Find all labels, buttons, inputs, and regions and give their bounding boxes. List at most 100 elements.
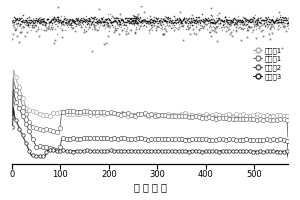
Point — [278, 16, 283, 19]
Point — [104, 22, 109, 26]
Point — [199, 19, 204, 22]
Point — [213, 27, 218, 30]
Point — [28, 21, 33, 24]
Point — [145, 19, 149, 23]
Point — [136, 21, 140, 24]
Point — [214, 16, 219, 19]
Point — [20, 16, 25, 20]
Point — [56, 19, 60, 22]
Point — [123, 20, 128, 23]
Point — [264, 20, 268, 23]
Point — [151, 18, 156, 22]
Point — [223, 29, 228, 33]
Point — [61, 14, 66, 18]
Point — [167, 16, 172, 19]
Point — [210, 14, 215, 17]
Point — [44, 20, 48, 23]
Point — [42, 29, 47, 32]
Point — [70, 19, 75, 22]
Point — [279, 21, 284, 24]
Point — [43, 23, 47, 26]
Point — [214, 26, 218, 29]
Point — [283, 22, 287, 25]
Point — [82, 19, 87, 22]
Point — [38, 20, 43, 23]
Point — [32, 25, 37, 28]
Point — [57, 20, 62, 24]
Point — [244, 27, 249, 30]
Point — [233, 29, 238, 32]
Point — [200, 19, 205, 23]
Point — [49, 27, 54, 31]
Point — [156, 20, 161, 23]
Point — [218, 17, 223, 20]
Point — [170, 18, 175, 21]
Point — [211, 21, 215, 24]
Point — [17, 24, 22, 27]
Point — [116, 23, 120, 26]
Point — [279, 18, 283, 22]
Point — [25, 20, 30, 24]
Point — [241, 15, 246, 18]
Point — [196, 20, 201, 23]
Point — [150, 26, 155, 29]
Point — [206, 17, 211, 20]
Point — [137, 27, 142, 30]
Point — [37, 19, 41, 22]
Point — [182, 17, 186, 20]
Point — [276, 21, 281, 24]
Point — [276, 17, 281, 20]
Point — [222, 16, 227, 19]
Point — [41, 18, 46, 21]
Point — [251, 21, 256, 24]
Point — [231, 17, 236, 20]
Point — [196, 22, 201, 26]
Point — [45, 26, 50, 29]
Point — [217, 18, 222, 21]
Point — [89, 50, 94, 53]
Point — [23, 21, 28, 25]
Point — [145, 22, 150, 25]
Point — [92, 24, 97, 27]
Point — [161, 16, 166, 19]
Point — [164, 20, 168, 23]
Point — [201, 20, 206, 23]
Point — [30, 18, 35, 21]
Point — [133, 31, 137, 34]
Point — [33, 24, 38, 27]
Point — [196, 21, 200, 24]
Point — [214, 20, 218, 23]
Point — [188, 18, 193, 21]
Point — [225, 21, 230, 24]
Point — [30, 22, 35, 25]
Point — [55, 16, 60, 19]
Point — [19, 26, 24, 29]
Point — [167, 18, 172, 22]
Point — [106, 24, 110, 27]
Point — [267, 18, 272, 21]
Point — [259, 18, 263, 21]
Point — [158, 22, 163, 25]
Point — [186, 21, 191, 24]
Point — [247, 20, 252, 23]
Point — [221, 20, 226, 23]
Point — [50, 17, 55, 20]
Point — [172, 16, 177, 19]
Point — [50, 23, 55, 27]
Point — [94, 16, 99, 19]
Point — [74, 18, 78, 21]
Point — [25, 24, 30, 27]
Point — [203, 19, 208, 22]
Point — [270, 19, 275, 22]
Point — [64, 23, 69, 27]
Point — [41, 20, 46, 23]
Point — [231, 16, 236, 19]
Point — [220, 18, 224, 21]
Point — [66, 19, 71, 22]
Point — [232, 22, 237, 25]
Point — [192, 21, 197, 24]
Point — [58, 20, 62, 23]
Point — [72, 20, 77, 23]
Point — [284, 16, 289, 19]
Point — [158, 17, 163, 20]
